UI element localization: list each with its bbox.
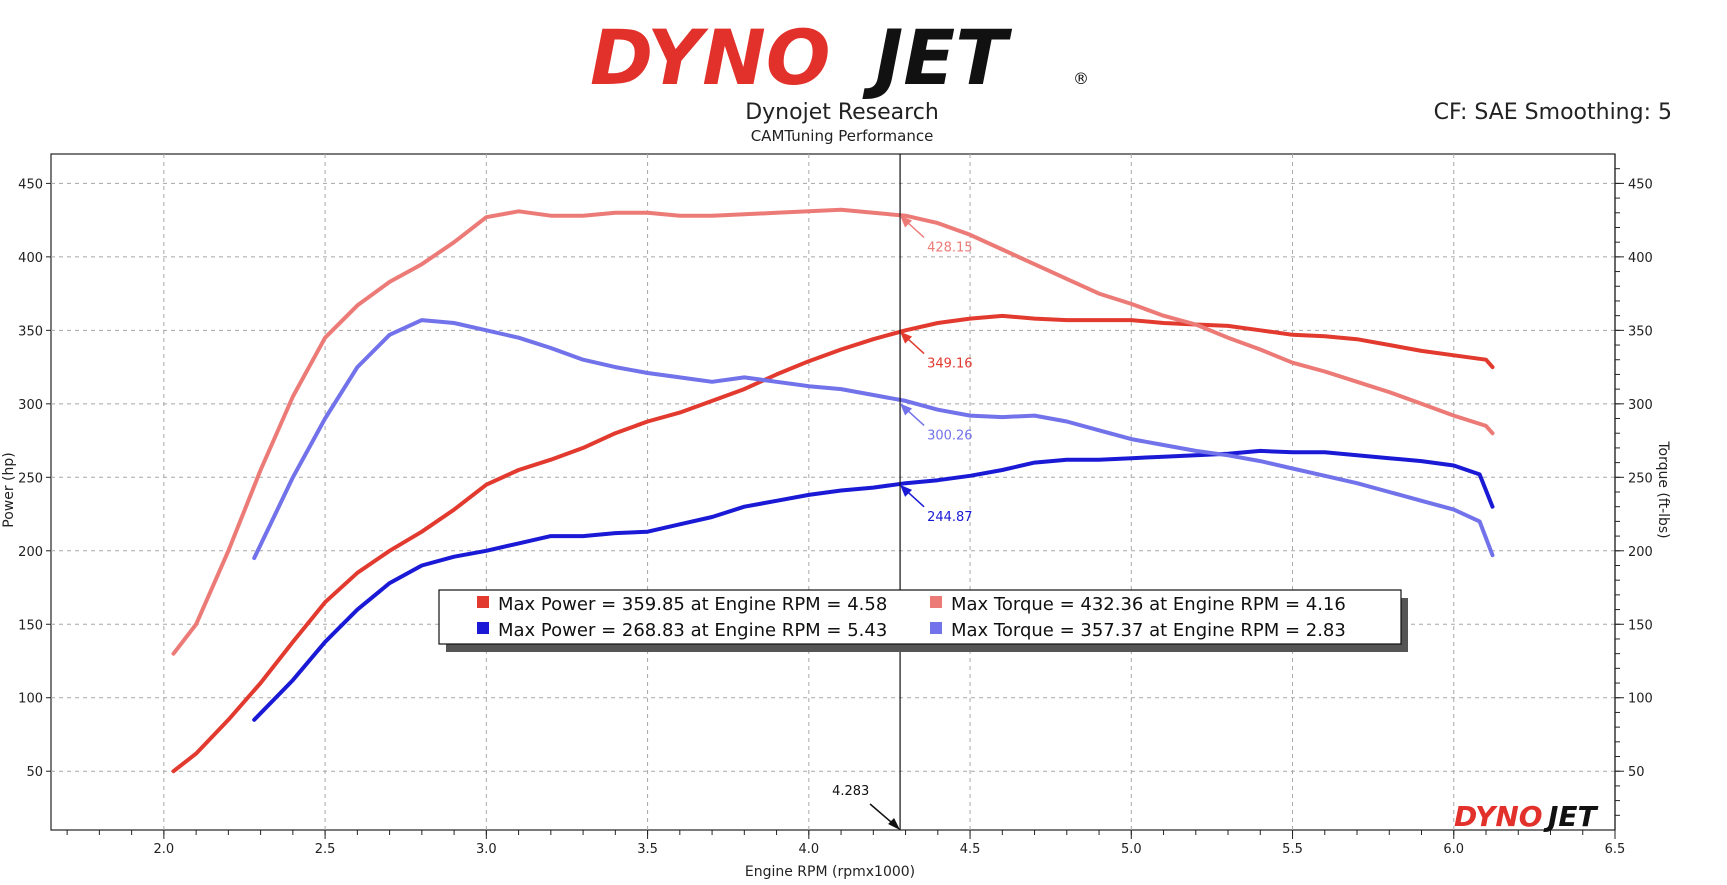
callout-arrow-head	[900, 215, 913, 228]
y-right-tick-label: 350	[1628, 324, 1653, 339]
y-left-tick-label: 350	[18, 324, 43, 339]
y-left-tick-label: 450	[18, 177, 43, 192]
x-tick-label: 3.0	[476, 842, 497, 857]
y-axis-left-label: Power (hp)	[1, 452, 17, 527]
x-tick-label: 6.5	[1605, 842, 1626, 857]
x-axis-label: Engine RPM (rpmx1000)	[745, 864, 915, 880]
y-right-tick-label: 150	[1628, 618, 1653, 633]
legend-swatch-run1-torque	[930, 596, 942, 608]
y-left-tick-label: 300	[18, 398, 43, 413]
callout-value-label: 300.26	[927, 428, 973, 443]
callout-arrow-head	[900, 403, 913, 416]
y-right-tick-label: 450	[1628, 177, 1653, 192]
series-line-1	[171, 313, 1495, 774]
y-right-tick-label: 50	[1628, 765, 1645, 780]
y-left-tick-label: 100	[18, 692, 43, 707]
legend-run2-torque: Max Torque = 357.37 at Engine RPM = 2.83	[951, 620, 1346, 641]
legend-run1-torque: Max Torque = 432.36 at Engine RPM = 4.16	[951, 594, 1346, 615]
legend-box	[438, 589, 1402, 645]
y-left-tick-label: 50	[26, 765, 43, 780]
watermark-jet-text: JET	[1543, 800, 1599, 833]
chart-subtitle: CAMTuning Performance	[751, 127, 934, 145]
value-callouts: 428.15 349.16 300.26 244.87	[900, 215, 973, 525]
cursor-arrow-head	[888, 818, 901, 830]
callout-arrow-head	[900, 484, 913, 497]
watermark-logo: DYNO JET	[1454, 800, 1599, 833]
watermark-dyno-text: DYNO	[1454, 800, 1543, 833]
legend: Max Power = 359.85 at Engine RPM = 4.58 …	[438, 589, 1408, 652]
y-right-tick-labels: 50 100 150 200 250 300 350 400 450	[1628, 177, 1653, 780]
y-right-tick-label: 200	[1628, 545, 1653, 560]
x-tick-label: 4.5	[960, 842, 981, 857]
y-left-tick-labels: 50 100 150 200 250 300 350 400 450	[18, 177, 43, 780]
dynojet-logo: DYNO JET ®	[590, 13, 1089, 102]
y-right-tick-label: 400	[1628, 251, 1653, 266]
x-tick-label: 5.0	[1121, 842, 1142, 857]
x-tick-label: 5.5	[1282, 842, 1303, 857]
x-tick-labels: 2.0 2.5 3.0 3.5 4.0 4.5 5.0 5.5 6.0 6.5	[154, 842, 1626, 857]
logo-dyno-text: DYNO	[590, 13, 830, 102]
x-tick-label: 3.5	[637, 842, 658, 857]
y-left-tick-label: 400	[18, 251, 43, 266]
data-series	[171, 207, 1495, 774]
x-tick-label: 2.5	[315, 842, 336, 857]
logo-jet-text: JET	[862, 13, 1012, 102]
callout-value-label: 349.16	[927, 357, 973, 372]
y-right-tick-label: 250	[1628, 471, 1653, 486]
legend-swatch-run2-torque	[930, 622, 942, 634]
series-line-4	[252, 318, 1495, 561]
x-tick-label: 2.0	[154, 842, 175, 857]
y-left-tick-label: 250	[18, 471, 43, 486]
series-line-2	[171, 207, 1495, 656]
x-tick-label: 4.0	[798, 842, 819, 857]
y-left-tick-label: 150	[18, 618, 43, 633]
y-axis-right-label: Torque (ft-lbs)	[1655, 440, 1671, 538]
y-left-tick-label: 200	[18, 545, 43, 560]
correction-factor-label: CF: SAE Smoothing: 5	[1434, 100, 1672, 125]
callout-arrow-head	[900, 331, 913, 344]
series-line-3	[252, 448, 1495, 722]
legend-run2-power: Max Power = 268.83 at Engine RPM = 5.43	[498, 620, 887, 641]
chart-title: Dynojet Research	[745, 100, 939, 125]
y-right-tick-label: 100	[1628, 692, 1653, 707]
legend-run1-power: Max Power = 359.85 at Engine RPM = 4.58	[498, 594, 887, 615]
callout-value-label: 244.87	[927, 510, 973, 525]
rpm-cursor-marker: 4.283	[832, 784, 901, 830]
logo-registered-mark: ®	[1073, 69, 1089, 88]
cursor-rpm-label: 4.283	[832, 784, 869, 799]
x-tick-label: 6.0	[1443, 842, 1464, 857]
legend-swatch-run2-power	[477, 622, 489, 634]
y-right-tick-label: 300	[1628, 398, 1653, 413]
callout-value-label: 428.15	[927, 241, 973, 256]
axis-ticks	[46, 168, 1624, 839]
legend-swatch-run1-power	[477, 596, 489, 608]
